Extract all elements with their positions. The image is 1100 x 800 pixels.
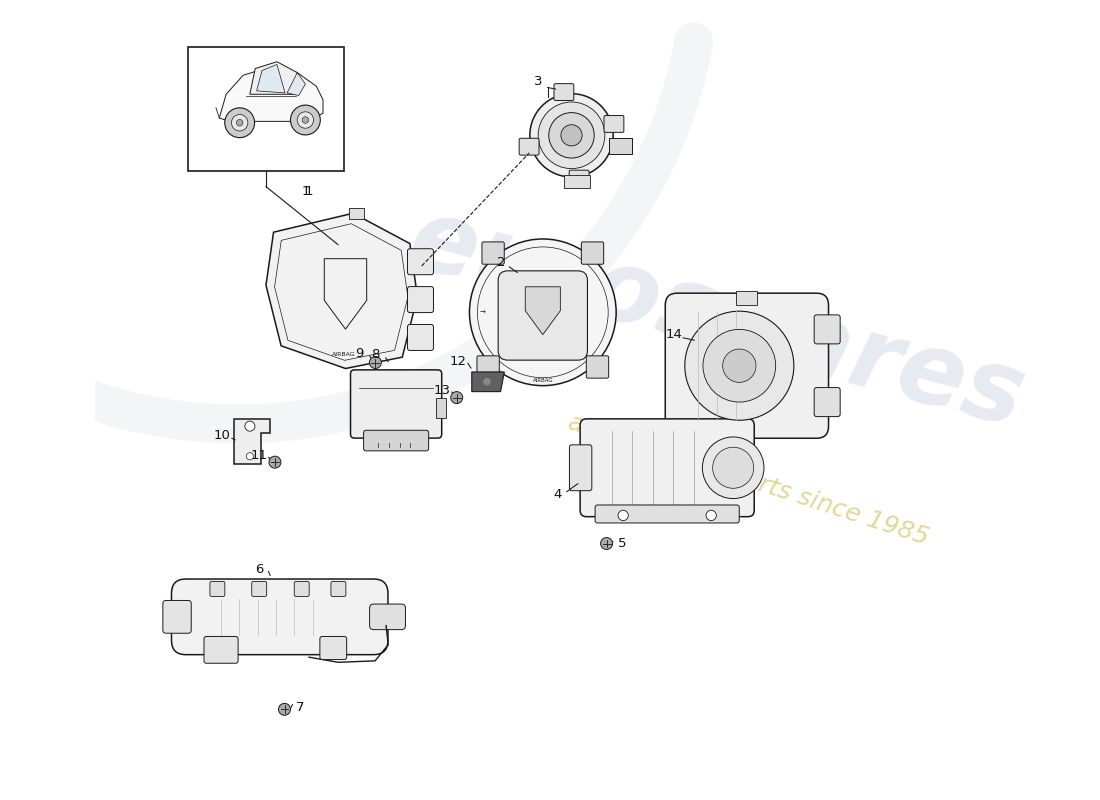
Polygon shape: [250, 62, 297, 94]
FancyBboxPatch shape: [595, 505, 739, 523]
Circle shape: [278, 703, 290, 715]
Text: 11: 11: [251, 450, 267, 462]
Circle shape: [224, 108, 254, 138]
Circle shape: [246, 453, 253, 460]
FancyBboxPatch shape: [569, 170, 590, 187]
Circle shape: [561, 125, 582, 146]
FancyBboxPatch shape: [604, 115, 624, 132]
Circle shape: [245, 421, 255, 431]
Circle shape: [297, 112, 313, 128]
Bar: [350, 208, 364, 218]
Text: AIRBAG: AIRBAG: [532, 378, 553, 382]
FancyBboxPatch shape: [814, 315, 840, 344]
Circle shape: [713, 447, 754, 488]
FancyBboxPatch shape: [582, 242, 604, 264]
Circle shape: [538, 102, 605, 169]
Text: 4: 4: [553, 487, 561, 501]
Circle shape: [703, 437, 764, 498]
Circle shape: [231, 114, 248, 131]
FancyBboxPatch shape: [407, 249, 433, 274]
FancyBboxPatch shape: [580, 419, 755, 517]
Text: 1: 1: [301, 185, 310, 198]
FancyBboxPatch shape: [407, 325, 433, 350]
Text: 5: 5: [618, 537, 627, 550]
Text: 9: 9: [355, 347, 364, 360]
Circle shape: [723, 349, 756, 382]
Circle shape: [290, 105, 320, 135]
FancyBboxPatch shape: [814, 387, 840, 417]
Polygon shape: [266, 214, 417, 369]
FancyBboxPatch shape: [477, 356, 499, 378]
Polygon shape: [472, 372, 504, 392]
Circle shape: [270, 456, 280, 468]
Polygon shape: [287, 73, 306, 96]
FancyBboxPatch shape: [370, 604, 406, 630]
FancyBboxPatch shape: [666, 293, 828, 438]
Bar: [736, 291, 757, 305]
Circle shape: [530, 94, 613, 177]
Text: 3: 3: [534, 74, 542, 88]
Polygon shape: [256, 65, 285, 93]
FancyBboxPatch shape: [351, 370, 442, 438]
Circle shape: [685, 311, 794, 420]
Circle shape: [451, 392, 463, 403]
Circle shape: [370, 357, 382, 369]
FancyBboxPatch shape: [320, 637, 346, 659]
Text: →: →: [480, 310, 486, 315]
Text: a passion for parts since 1985: a passion for parts since 1985: [565, 410, 932, 550]
FancyBboxPatch shape: [554, 84, 574, 101]
Circle shape: [703, 330, 775, 402]
FancyBboxPatch shape: [204, 637, 238, 663]
Polygon shape: [234, 419, 270, 464]
Circle shape: [618, 510, 628, 521]
Text: 13: 13: [433, 384, 451, 397]
Circle shape: [483, 378, 491, 386]
FancyBboxPatch shape: [331, 582, 345, 597]
Bar: [188, 47, 344, 170]
Circle shape: [549, 113, 594, 158]
FancyBboxPatch shape: [364, 430, 429, 451]
Bar: [564, 174, 591, 188]
FancyBboxPatch shape: [172, 579, 388, 654]
FancyBboxPatch shape: [519, 138, 539, 155]
Text: AIRBAG: AIRBAG: [332, 352, 355, 358]
Circle shape: [470, 239, 616, 386]
Text: 2: 2: [497, 256, 506, 270]
Text: 7: 7: [296, 702, 305, 714]
FancyBboxPatch shape: [252, 582, 266, 597]
Text: 12: 12: [450, 355, 466, 368]
FancyBboxPatch shape: [586, 356, 608, 378]
Text: eurospares: eurospares: [398, 191, 1035, 449]
Circle shape: [706, 510, 716, 521]
FancyBboxPatch shape: [407, 286, 433, 313]
Text: 8: 8: [371, 348, 380, 361]
Text: 14: 14: [666, 328, 682, 341]
FancyBboxPatch shape: [163, 601, 191, 634]
Text: 1: 1: [305, 185, 312, 198]
Bar: [436, 398, 446, 418]
FancyBboxPatch shape: [498, 271, 587, 360]
FancyBboxPatch shape: [570, 445, 592, 490]
FancyBboxPatch shape: [210, 582, 224, 597]
Circle shape: [302, 117, 309, 123]
FancyBboxPatch shape: [482, 242, 504, 264]
Polygon shape: [526, 286, 560, 334]
FancyBboxPatch shape: [295, 582, 309, 597]
Text: 6: 6: [255, 562, 263, 575]
Circle shape: [601, 538, 613, 550]
Polygon shape: [219, 69, 323, 122]
Circle shape: [236, 119, 243, 126]
Text: 10: 10: [213, 430, 231, 442]
Bar: [609, 138, 632, 154]
